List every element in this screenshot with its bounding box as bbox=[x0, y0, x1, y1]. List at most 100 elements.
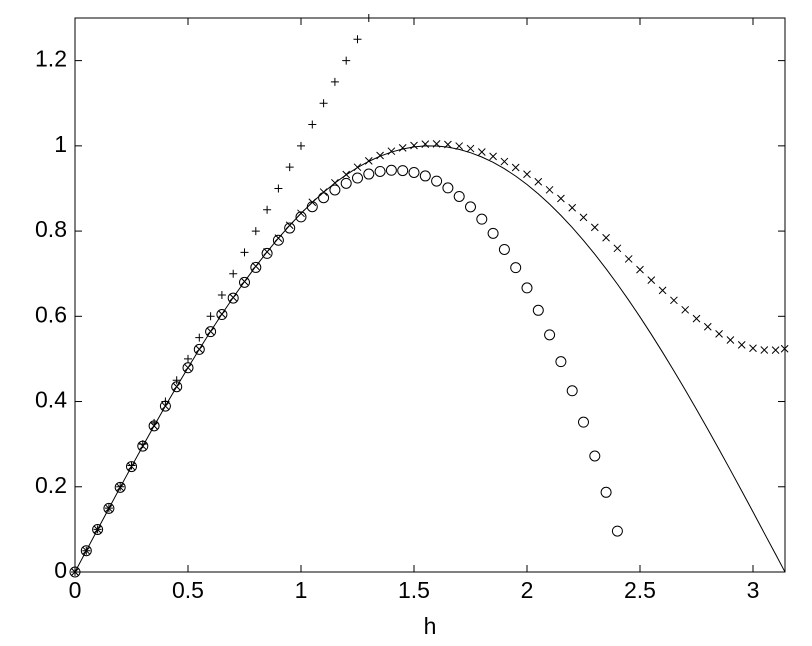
cross-marker bbox=[613, 244, 622, 253]
y-tick-label: 1.2 bbox=[35, 46, 67, 72]
plus-marker bbox=[229, 269, 238, 278]
cross-marker bbox=[489, 152, 497, 161]
x-tick-label: 1.5 bbox=[398, 577, 430, 603]
plus-marker bbox=[364, 14, 373, 22]
circle-marker bbox=[589, 450, 601, 462]
circle-marker bbox=[329, 184, 341, 196]
x-tick-label: 0 bbox=[69, 577, 82, 603]
circle-marker bbox=[351, 172, 363, 184]
circle-marker bbox=[92, 523, 104, 535]
circle-marker bbox=[419, 170, 431, 182]
cross-marker bbox=[105, 504, 113, 513]
circle-marker bbox=[408, 166, 420, 178]
circle-marker bbox=[487, 227, 499, 239]
circle-marker bbox=[510, 262, 522, 274]
circle-marker bbox=[600, 486, 612, 498]
cross-marker bbox=[545, 185, 554, 194]
cross-marker bbox=[500, 157, 509, 166]
cross-marker bbox=[353, 163, 362, 172]
cross-marker bbox=[511, 163, 520, 172]
circle-marker bbox=[137, 440, 149, 452]
cross-marker bbox=[331, 178, 339, 187]
cross-marker bbox=[387, 147, 396, 156]
y-tick-label: 1 bbox=[54, 131, 67, 157]
cross-marker bbox=[432, 139, 441, 148]
circle-marker bbox=[148, 420, 160, 432]
cross-marker bbox=[590, 223, 599, 232]
circle-marker bbox=[125, 461, 137, 473]
plus-marker bbox=[319, 99, 328, 108]
x-tick-label: 3 bbox=[747, 577, 760, 603]
circle-marker bbox=[238, 276, 250, 288]
cross-marker bbox=[636, 265, 644, 274]
cross-marker bbox=[206, 327, 215, 336]
cross-marker bbox=[726, 336, 735, 344]
cross-marker bbox=[342, 170, 351, 179]
cross-marker bbox=[737, 341, 746, 349]
x-tick-label: 2.5 bbox=[624, 577, 656, 603]
cross-marker bbox=[681, 305, 690, 314]
plus-marker bbox=[172, 376, 181, 385]
circle-marker bbox=[318, 192, 330, 204]
cross-marker bbox=[297, 209, 305, 218]
cross-marker bbox=[421, 140, 430, 148]
cross-marker bbox=[308, 198, 317, 207]
circle-marker bbox=[363, 168, 375, 180]
circle-marker bbox=[103, 502, 115, 514]
circle-marker bbox=[442, 182, 454, 194]
x-tick-label: 0.5 bbox=[172, 577, 204, 603]
cross-marker bbox=[715, 330, 723, 338]
circle-marker bbox=[272, 234, 284, 246]
y-tick-label: 0.6 bbox=[35, 301, 67, 327]
circle-marker bbox=[69, 566, 81, 578]
circle-marker bbox=[261, 247, 273, 259]
plus-marker bbox=[285, 163, 294, 172]
cross-marker bbox=[376, 151, 384, 160]
cross-marker bbox=[116, 483, 125, 492]
circle-marker bbox=[464, 201, 476, 213]
plot-frame bbox=[74, 17, 786, 573]
cross-marker bbox=[780, 344, 789, 353]
cross-marker bbox=[466, 144, 475, 153]
cross-marker bbox=[184, 363, 192, 372]
cross-marker bbox=[240, 277, 249, 286]
cross-marker bbox=[218, 310, 226, 318]
plus-marker bbox=[263, 205, 272, 214]
circle-marker bbox=[544, 329, 556, 341]
plus-marker bbox=[217, 291, 226, 299]
circle-marker bbox=[476, 213, 488, 225]
plus-marker bbox=[251, 227, 260, 236]
cross-marker bbox=[444, 140, 452, 149]
x-tick-label: 2 bbox=[521, 577, 534, 603]
plus-marker bbox=[353, 35, 362, 44]
cross-marker bbox=[760, 346, 769, 354]
circle-marker bbox=[216, 309, 228, 321]
cross-marker bbox=[150, 422, 158, 430]
circle-marker bbox=[114, 481, 126, 493]
cross-marker bbox=[82, 546, 91, 555]
cross-marker bbox=[251, 262, 260, 271]
cross-marker bbox=[557, 194, 565, 203]
y-tick-label: 0 bbox=[54, 557, 67, 583]
plus-marker bbox=[206, 312, 215, 321]
cross-marker bbox=[319, 188, 328, 196]
plus-marker bbox=[240, 248, 249, 257]
circle-marker bbox=[295, 211, 307, 223]
plus-marker bbox=[127, 461, 136, 470]
cross-marker bbox=[364, 157, 373, 165]
plus-marker bbox=[274, 184, 283, 193]
cross-marker bbox=[398, 143, 407, 152]
x-tick-label: 1 bbox=[295, 577, 308, 603]
circle-marker bbox=[431, 175, 443, 187]
circle-marker bbox=[498, 243, 510, 255]
cross-marker bbox=[127, 462, 136, 471]
plus-marker bbox=[296, 141, 305, 150]
plus-marker bbox=[195, 333, 204, 342]
y-tick-label: 0.4 bbox=[35, 387, 67, 413]
cross-marker bbox=[172, 382, 181, 391]
circle-marker bbox=[532, 304, 544, 316]
circle-marker bbox=[611, 525, 623, 537]
circle-marker bbox=[193, 343, 205, 355]
cross-marker bbox=[670, 296, 678, 305]
cross-marker bbox=[624, 255, 633, 263]
